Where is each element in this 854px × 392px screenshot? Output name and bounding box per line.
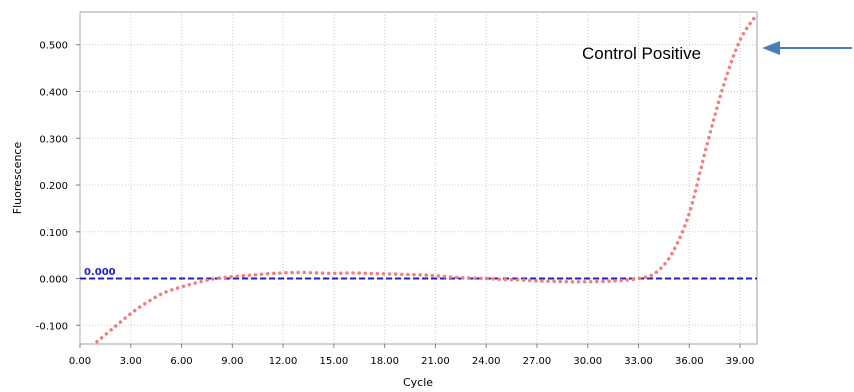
x-tick-label: 3.00 — [120, 356, 142, 367]
grid — [79, 12, 757, 344]
x-tick-label: 18.00 — [370, 356, 399, 367]
y-tick-label: 0.100 — [39, 228, 68, 239]
series-layer — [95, 12, 759, 344]
x-tick-label: 36.00 — [675, 356, 704, 367]
x-tick-label: 6.00 — [170, 356, 192, 367]
x-axis-title: Cycle — [403, 376, 433, 389]
x-tick-label: 33.00 — [624, 356, 653, 367]
annotation-arrow — [762, 41, 852, 55]
x-tick-label: 0.00 — [69, 356, 91, 367]
x-tick-label: 27.00 — [523, 356, 552, 367]
plot-area — [79, 11, 758, 345]
x-axis-ticks: 0.00 3.00 6.00 9.00 12.00 15.00 18.00 21.00 24.0… — [69, 344, 755, 367]
y-tick-label: 0.300 — [39, 134, 68, 145]
series-line — [95, 12, 759, 344]
x-tick-label: 9.00 — [221, 356, 243, 367]
y-tick-label: 0.200 — [39, 181, 68, 192]
y-tick-label: 0.400 — [39, 87, 68, 98]
x-tick-label: 24.00 — [472, 356, 501, 367]
y-tick-label: -0.100 — [36, 321, 68, 332]
x-tick-label: 30.00 — [573, 356, 602, 367]
y-tick-label: 0.000 — [39, 275, 68, 286]
x-tick-label: 21.00 — [421, 356, 450, 367]
y-tick-label: 0.500 — [39, 41, 68, 52]
x-tick-label: 15.00 — [320, 356, 349, 367]
x-tick-label: 39.00 — [726, 356, 755, 367]
y-axis-title: Fluorescence — [11, 142, 24, 215]
annotation-label: Control Positive — [582, 44, 701, 63]
x-tick-label: 12.00 — [269, 356, 298, 367]
y-axis-ticks: -0.100 0.000 0.100 0.200 0.300 0.400 0.500 — [36, 41, 80, 332]
threshold-label: 0.000 — [84, 267, 116, 278]
